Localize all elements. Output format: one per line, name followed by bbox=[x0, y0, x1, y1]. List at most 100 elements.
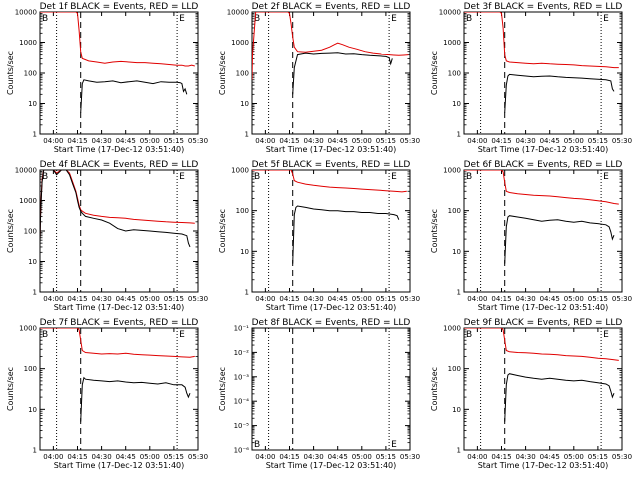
panel-title: Det 1f BLACK = Events, RED = LLD bbox=[40, 2, 199, 12]
events-series-line bbox=[292, 205, 400, 264]
y-tick-label: 1000 bbox=[19, 39, 37, 47]
x-tick-label: 05:15 bbox=[376, 137, 396, 145]
y-tick-label: 10000 bbox=[227, 9, 249, 17]
end-marker-label: E bbox=[603, 14, 609, 24]
begin-marker-label: B bbox=[466, 330, 472, 340]
y-tick-label: 10 bbox=[28, 258, 37, 266]
y-tick-label: 100 bbox=[236, 207, 249, 215]
y-tick-label: 1000 bbox=[443, 325, 461, 333]
x-tick-label: 05:30 bbox=[400, 137, 420, 145]
x-tick-label: 04:30 bbox=[303, 137, 323, 145]
x-tick-label: 04:00 bbox=[255, 295, 275, 303]
x-axis-label: Start Time (17-Dec-12 03:51:40) bbox=[266, 303, 397, 312]
y-tick-label: 1000 bbox=[443, 39, 461, 47]
panel-title: Det 5f BLACK = Events, RED = LLD bbox=[252, 160, 411, 170]
panel-det-7f: Det 7f BLACK = Events, RED = LLD 04:00 04:… bbox=[6, 318, 208, 470]
y-tick-label: 100 bbox=[24, 365, 37, 373]
y-axis-label: Counts/sec bbox=[430, 51, 439, 95]
plot-frame bbox=[463, 169, 623, 293]
plot-frame bbox=[463, 11, 623, 135]
y-axis-label: Counts/sec bbox=[430, 367, 439, 411]
x-tick-label: 04:45 bbox=[116, 137, 136, 145]
y-tick-label: 100 bbox=[448, 70, 461, 78]
plot-frame bbox=[251, 169, 411, 293]
y-tick-label: 1 bbox=[33, 131, 37, 139]
x-tick-label: 04:45 bbox=[328, 453, 348, 461]
x-tick-label: 04:15 bbox=[491, 453, 511, 461]
x-tick-label: 04:45 bbox=[540, 295, 560, 303]
y-tick-label: 10000 bbox=[15, 167, 37, 175]
x-tick-label: 05:00 bbox=[140, 295, 160, 303]
y-tick-label: 100 bbox=[24, 228, 37, 236]
panel-det-8f: Det 8f BLACK = Events, RED = LLD 04:00 04:… bbox=[218, 318, 420, 470]
y-axis-label: Counts/sec bbox=[218, 209, 227, 253]
y-axis-label: Counts/sec bbox=[6, 51, 15, 95]
x-tick-label: 04:30 bbox=[303, 453, 323, 461]
end-marker-label: E bbox=[603, 172, 609, 182]
x-tick-label: 05:15 bbox=[164, 453, 184, 461]
x-tick-label: 04:15 bbox=[279, 453, 299, 461]
y-tick-label: 1 bbox=[457, 131, 461, 139]
x-tick-label: 05:15 bbox=[588, 137, 608, 145]
y-axis-label: Counts/sec bbox=[218, 51, 227, 95]
x-tick-label: 05:00 bbox=[352, 295, 372, 303]
y-tick-label: 1000 bbox=[19, 197, 37, 205]
begin-marker-label: B bbox=[466, 172, 472, 182]
x-tick-label: 05:00 bbox=[564, 137, 584, 145]
x-tick-label: 04:00 bbox=[43, 137, 63, 145]
y-tick-label: 1 bbox=[245, 289, 249, 297]
events-series-line bbox=[40, 170, 191, 248]
y-axis-label: Counts/sec bbox=[218, 367, 227, 411]
x-tick-label: 05:30 bbox=[612, 137, 632, 145]
begin-marker-label: B bbox=[42, 172, 48, 182]
begin-marker-label: B bbox=[42, 14, 48, 24]
y-tick-label: 100 bbox=[448, 365, 461, 373]
x-axis-label: Start Time (17-Dec-12 03:51:40) bbox=[54, 145, 185, 154]
x-tick-label: 04:00 bbox=[467, 137, 487, 145]
y-tick-label: 1000 bbox=[19, 325, 37, 333]
y-tick-label: 10⁻⁴ bbox=[234, 398, 250, 406]
x-tick-label: 04:30 bbox=[303, 295, 323, 303]
x-tick-label: 04:00 bbox=[467, 453, 487, 461]
x-tick-label: 04:30 bbox=[515, 453, 535, 461]
lld-series-line bbox=[252, 12, 409, 80]
plot-frame bbox=[39, 169, 199, 293]
lld-series-line bbox=[40, 12, 195, 67]
x-tick-label: 04:30 bbox=[91, 137, 111, 145]
y-tick-label: 10 bbox=[452, 406, 461, 414]
y-tick-label: 10 bbox=[28, 406, 37, 414]
y-tick-label: 1000 bbox=[231, 167, 249, 175]
x-tick-label: 05:30 bbox=[400, 453, 420, 461]
x-tick-label: 05:15 bbox=[588, 453, 608, 461]
y-tick-label: 10⁻⁵ bbox=[234, 422, 250, 430]
y-tick-label: 100 bbox=[24, 70, 37, 78]
x-tick-label: 04:45 bbox=[540, 137, 560, 145]
x-tick-label: 05:15 bbox=[376, 295, 396, 303]
begin-marker-label: B bbox=[42, 330, 48, 340]
x-tick-label: 04:00 bbox=[43, 453, 63, 461]
x-axis-label: Start Time (17-Dec-12 03:51:40) bbox=[478, 303, 609, 312]
x-tick-label: 04:00 bbox=[255, 137, 275, 145]
x-axis-label: Start Time (17-Dec-12 03:51:40) bbox=[54, 461, 185, 470]
begin-marker-label: B bbox=[254, 14, 260, 24]
x-tick-label: 04:30 bbox=[515, 295, 535, 303]
panel-det-2f: Det 2f BLACK = Events, RED = LLD 04:00 04:… bbox=[218, 2, 420, 154]
end-marker-label: E bbox=[391, 172, 397, 182]
plot-frame bbox=[251, 11, 411, 135]
x-tick-label: 05:30 bbox=[188, 295, 208, 303]
panel-title: Det 3f BLACK = Events, RED = LLD bbox=[464, 2, 623, 12]
y-tick-label: 10⁻¹ bbox=[234, 325, 250, 333]
end-marker-label: E bbox=[179, 14, 185, 24]
lld-series-line bbox=[464, 170, 619, 205]
x-tick-label: 04:45 bbox=[116, 295, 136, 303]
end-marker-label: E bbox=[391, 14, 397, 24]
plot-frame bbox=[463, 327, 623, 451]
x-tick-label: 05:00 bbox=[352, 137, 372, 145]
panel-title: Det 8f BLACK = Events, RED = LLD bbox=[252, 318, 411, 328]
plot-frame bbox=[39, 327, 199, 451]
y-tick-label: 10 bbox=[240, 100, 249, 108]
y-tick-label: 10⁻³ bbox=[234, 373, 250, 381]
y-tick-label: 1 bbox=[457, 447, 461, 455]
y-tick-label: 10⁻⁶ bbox=[234, 447, 250, 455]
y-tick-label: 10 bbox=[452, 100, 461, 108]
